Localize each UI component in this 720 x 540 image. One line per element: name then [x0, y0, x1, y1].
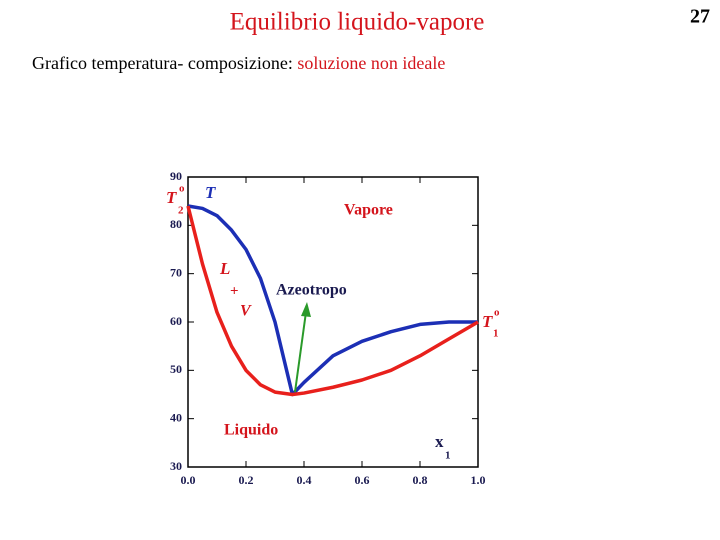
x-tick-label: 0.6: [355, 473, 370, 487]
annotation: Liquido: [224, 422, 278, 439]
subtitle-highlight: soluzione non ideale: [297, 53, 445, 73]
annotation: o: [494, 307, 500, 319]
y-tick-label: 70: [170, 265, 182, 279]
annotation: 1: [445, 450, 451, 462]
series-line: [186, 205, 479, 397]
subtitle: Grafico temperatura- composizione: soluz…: [32, 53, 445, 73]
series-line: [187, 204, 478, 397]
annotation: 2: [178, 205, 184, 217]
annotation: V: [240, 303, 252, 320]
x-tick-label: 0.2: [239, 473, 254, 487]
annotation: Vapore: [344, 202, 393, 219]
slide-title: Equilibrio liquido-vapore: [230, 9, 485, 36]
y-tick-label: 40: [170, 410, 182, 424]
annotation: T: [166, 188, 177, 207]
x-tick-label: 0.8: [413, 473, 428, 487]
annotation: L: [219, 259, 230, 278]
y-tick-label: 50: [170, 362, 182, 376]
y-tick-label: 80: [170, 217, 182, 231]
x-tick-label: 0.4: [297, 473, 312, 487]
x-tick-label: 1.0: [471, 473, 486, 487]
y-tick-label: 90: [170, 169, 182, 183]
y-tick-label: 30: [170, 459, 182, 473]
x-tick-label: 0.0: [181, 473, 196, 487]
annotation: o: [179, 183, 185, 195]
annotation: T: [205, 183, 216, 202]
page-number: 27: [690, 6, 710, 28]
y-tick-label: 60: [170, 314, 182, 328]
annotation: 1: [493, 328, 499, 340]
annotation: Azeotropo: [276, 282, 347, 299]
azeotrope-arrow: [294, 311, 307, 393]
arrow-head: [301, 302, 311, 317]
subtitle-text: Grafico temperatura- composizione:: [32, 53, 297, 73]
annotation: x: [435, 432, 444, 451]
annotation: T: [482, 312, 493, 331]
annotation: +: [230, 283, 239, 299]
